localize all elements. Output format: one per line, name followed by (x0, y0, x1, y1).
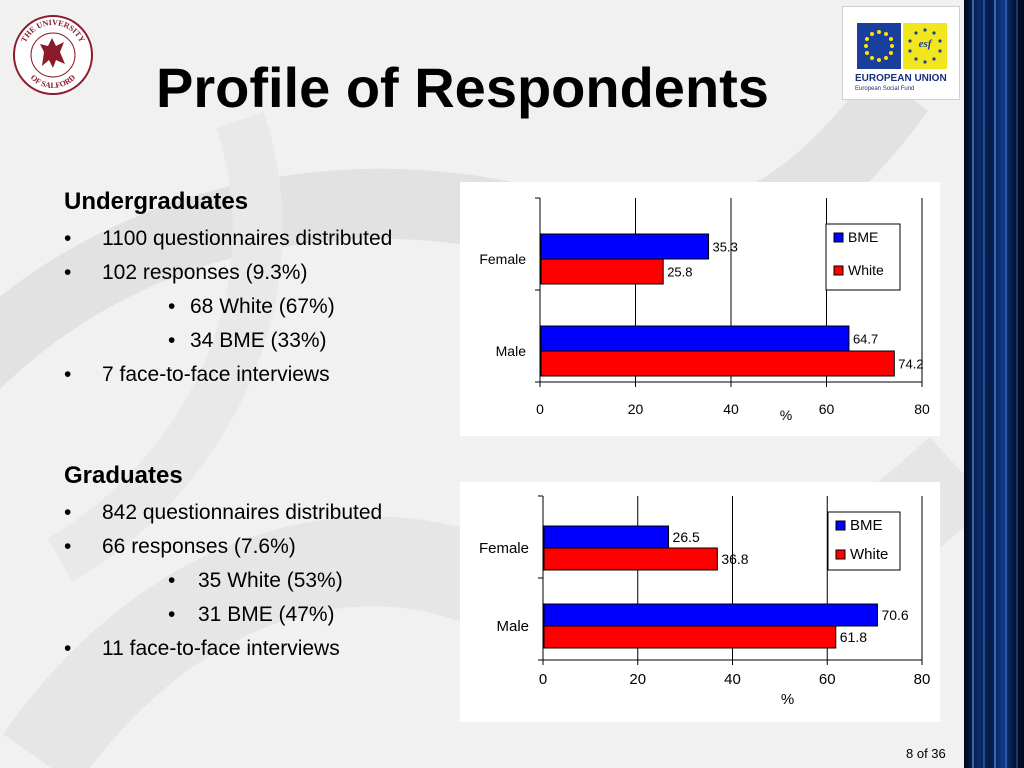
undergraduates-heading: Undergraduates (64, 188, 249, 215)
data-label: 26.5 (673, 529, 700, 545)
legend-swatch-bme (833, 232, 844, 243)
graduates-section: Graduates 842 questionnaires distributed… (64, 464, 464, 672)
undergraduates-bullet-item: 7 face-to-face interviews (64, 364, 464, 398)
legend-label-white: White (850, 546, 888, 563)
data-label: 74.2 (898, 357, 923, 372)
undergraduates-bullet-item: 68 White (67%) (64, 296, 464, 330)
undergraduates-chart: 0 20 40 60 80% Female 35.3 25.8 Male 64.7 74.2 BME W… (479, 197, 930, 423)
category-label-female: Female (479, 540, 529, 557)
undergraduates-list: 1100 questionnaires distributed102 respo… (64, 228, 464, 398)
data-label: 64.7 (853, 332, 878, 347)
data-label: 70.6 (881, 607, 908, 623)
bar-bme-female (543, 525, 670, 549)
x-tick-label: 20 (629, 671, 646, 688)
legend-label-bme: BME (850, 517, 883, 534)
eu-logo: esf EUROPEAN UNION European Social Fund (842, 6, 960, 100)
undergraduates-section: Undergraduates 1100 questionnaires distr… (64, 190, 464, 398)
bar-bme-male (543, 603, 878, 627)
x-tick-label: 40 (724, 671, 741, 688)
graduates-bullet-item: 35 White (53%) (64, 570, 464, 604)
legend-swatch-bme (835, 520, 846, 531)
x-tick-label: 60 (819, 671, 836, 688)
legend-swatch-white (835, 549, 846, 560)
eu-flag-icon (857, 23, 901, 69)
bar-white-male (543, 625, 837, 649)
graduates-bullet-item: 842 questionnaires distributed (64, 502, 464, 536)
graduates-chart-panel: 0 20 40 60 80% Female 26.5 36.8 Male 70.6 61.8 BME W… (460, 482, 940, 722)
graduates-bullet-item: 31 BME (47%) (64, 604, 464, 638)
esf-icon: esf (903, 23, 947, 69)
bar-white-female (543, 547, 718, 571)
category-label-male: Male (496, 618, 529, 635)
data-label: 61.8 (840, 629, 867, 645)
undergraduates-chart-panel: 0 20 40 60 80% Female 35.3 25.8 Male 64.7 74.2 BME W… (460, 182, 940, 436)
graduates-chart: 0 20 40 60 80% Female 26.5 36.8 Male 70.6 61.8 BME W… (479, 495, 931, 708)
eu-logo-subtitle: European Social Fund (855, 86, 915, 92)
undergraduates-bullet-item: 1100 questionnaires distributed (64, 228, 464, 262)
data-label: 35.3 (713, 240, 738, 255)
esf-label: esf (919, 38, 933, 50)
undergraduates-bullet-item: 102 responses (9.3%) (64, 262, 464, 296)
data-label: 36.8 (721, 551, 748, 567)
x-tick-label: 60 (819, 401, 835, 417)
chart-legend: BME White (825, 223, 901, 291)
graduates-bullet-item: 11 face-to-face interviews (64, 638, 464, 672)
x-axis-label: % (780, 407, 792, 423)
decorative-side-strip (964, 0, 1024, 768)
category-label-male: Male (496, 343, 527, 359)
graduates-list: 842 questionnaires distributed66 respons… (64, 502, 464, 672)
bar-bme-female (540, 233, 710, 260)
legend-label-white: White (848, 262, 884, 278)
x-tick-label: 40 (723, 401, 739, 417)
university-logo: THE UNIVERSITY OF SALFORD (13, 15, 93, 95)
x-tick-label: 0 (539, 671, 547, 688)
bar-white-male (540, 350, 895, 377)
x-tick-label: 20 (628, 401, 644, 417)
data-label: 25.8 (667, 265, 692, 280)
x-tick-label: 80 (914, 671, 931, 688)
x-tick-label: 0 (536, 401, 544, 417)
page-title: Profile of Respondents (156, 56, 769, 119)
legend-swatch-white (833, 265, 844, 276)
undergraduates-bullet-item: 34 BME (33%) (64, 330, 464, 364)
page-number: 8 of 36 (906, 746, 946, 761)
category-label-female: Female (479, 251, 526, 267)
eu-logo-title: EUROPEAN UNION (855, 73, 947, 84)
legend-label-bme: BME (848, 229, 878, 245)
chart-legend: BME White (827, 511, 901, 571)
bar-white-female (540, 258, 664, 285)
x-tick-label: 80 (914, 401, 930, 417)
bar-bme-male (540, 325, 850, 352)
graduates-bullet-item: 66 responses (7.6%) (64, 536, 464, 570)
graduates-heading: Graduates (64, 462, 183, 489)
x-axis-label: % (781, 691, 794, 708)
